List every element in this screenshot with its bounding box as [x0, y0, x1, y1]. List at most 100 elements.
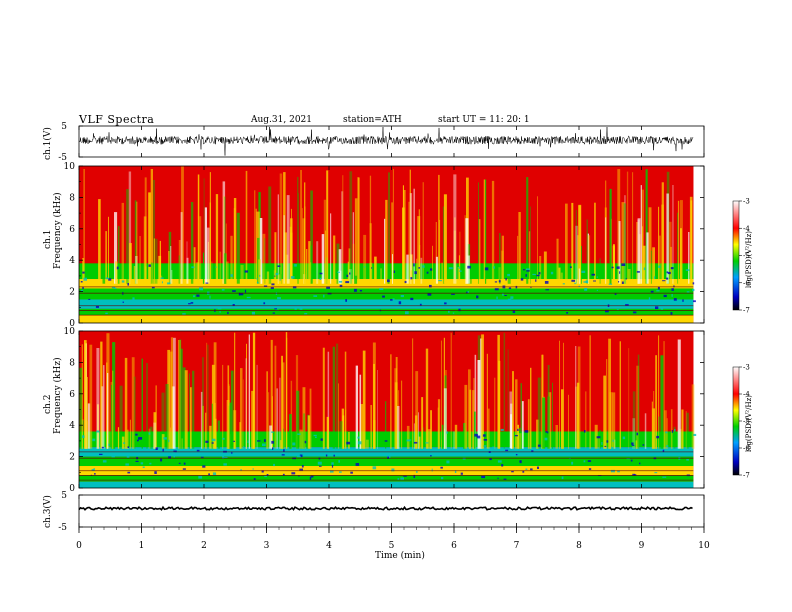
- spectrogram-speckle: [625, 278, 627, 280]
- spectrogram-streak: [606, 359, 608, 449]
- spectrogram-speckle: [233, 440, 235, 442]
- spectrogram-streak: [576, 382, 580, 449]
- y-tick-label: 10: [64, 162, 76, 172]
- spectrogram-streak: [107, 373, 109, 449]
- spectrogram-speckle: [337, 271, 340, 273]
- spectrogram-streak: [575, 225, 578, 284]
- spectrogram-streak: [154, 238, 158, 284]
- spectrogram-streak: [560, 272, 563, 284]
- spectrogram-speckle: [530, 468, 533, 471]
- spectrogram-streak: [589, 335, 591, 449]
- spectrogram-streak: [465, 218, 469, 284]
- spectrogram-streak: [670, 246, 672, 284]
- spectrogram-speckle: [482, 434, 486, 437]
- spectrogram-streak: [561, 389, 564, 449]
- spectrogram-speckle: [205, 282, 209, 284]
- spectrogram-streak: [326, 416, 329, 449]
- spectrogram-streak: [150, 169, 153, 284]
- spectrogram-streak: [530, 206, 531, 284]
- spectrogram-streak: [586, 219, 588, 284]
- spectrogram-speckle: [483, 439, 488, 441]
- x-tick-label: 0: [76, 541, 82, 551]
- spectrogram-speckle: [339, 471, 342, 473]
- spectrogram-speckle: [685, 269, 690, 271]
- spectrogram-speckle: [596, 276, 598, 278]
- spectrogram-speckle: [299, 468, 303, 471]
- spectrogram-speckle: [240, 469, 242, 471]
- spectrogram-streak: [299, 435, 303, 449]
- spectrogram-streak: [354, 198, 358, 284]
- spectrogram-band: [79, 288, 694, 300]
- spectrogram-streak: [397, 406, 400, 449]
- spectrogram-speckle: [338, 280, 343, 283]
- spectrogram-speckle: [631, 442, 634, 445]
- spectrogram-streak: [632, 418, 636, 449]
- spectrogram-streak: [338, 383, 339, 449]
- spectrogram-streak: [150, 262, 153, 284]
- spectrogram-streak: [245, 170, 248, 284]
- chart-title: VLF Spectra: [79, 113, 155, 126]
- spectrogram-streak: [636, 222, 639, 284]
- spectrogram-streak: [336, 243, 340, 284]
- spectrogram-streak: [547, 365, 550, 449]
- spectrogram-streak: [512, 371, 514, 449]
- spectrogram-streak: [233, 198, 237, 284]
- spectrogram-streak: [193, 247, 196, 284]
- spectrogram-speckle: [494, 288, 499, 291]
- spectrogram-speckle: [510, 296, 514, 299]
- spectrogram-streak: [686, 412, 689, 449]
- colorbar-scale: [732, 200, 740, 311]
- spectrogram-speckle: [507, 273, 510, 277]
- spectrogram-streak: [369, 262, 373, 284]
- spectrogram-speckle: [632, 473, 636, 476]
- spectrogram-streak: [155, 385, 157, 449]
- spectrogram-speckle: [690, 450, 692, 452]
- spectrogram-streak: [392, 168, 394, 284]
- spectrogram-speckle: [656, 290, 660, 292]
- spectrogram-streak: [240, 368, 243, 449]
- spectrogram-speckle: [601, 442, 603, 445]
- spectrogram-speckle: [484, 267, 489, 271]
- spectrogram-speckle: [500, 428, 504, 431]
- spectrogram-speckle: [418, 267, 420, 269]
- spectrogram-speckle: [96, 454, 100, 456]
- spectrogram-speckle: [305, 451, 308, 454]
- spectrogram-speckle: [127, 446, 129, 448]
- spectrogram-speckle: [272, 447, 274, 450]
- spectrogram-streak: [190, 387, 192, 449]
- spectrogram-speckle: [517, 428, 519, 431]
- spectrogram-streak: [520, 383, 522, 449]
- spectrogram-speckle: [233, 306, 235, 309]
- spectrogram-speckle: [566, 312, 569, 314]
- spectrogram-speckle: [444, 302, 447, 305]
- spectrogram-speckle: [505, 303, 507, 305]
- spectrogram-speckle: [467, 291, 469, 293]
- spectrogram-speckle: [524, 430, 529, 433]
- spectrogram-speckle: [614, 293, 617, 295]
- spectrogram-streak: [655, 355, 657, 449]
- spectrogram-speckle: [636, 432, 639, 436]
- spectrogram-speckle: [571, 461, 574, 465]
- spectrogram-speckle: [211, 442, 214, 444]
- spectrogram-streak: [435, 222, 437, 284]
- start-time-label: start UT = 11: 20: 1: [438, 115, 530, 125]
- spectrogram-streak: [443, 388, 447, 449]
- spectrogram-speckle: [299, 307, 303, 310]
- spectrogram-speckle: [319, 272, 323, 275]
- spectrogram-speckle: [271, 440, 274, 444]
- spectrogram-streak: [286, 337, 288, 449]
- spectrogram-speckle: [111, 456, 115, 458]
- spectrogram-speckle: [127, 471, 131, 474]
- ch1-waveform-panel: 5 -5: [58, 122, 705, 163]
- spectrogram-streak: [226, 400, 230, 449]
- spectrogram-speckle: [313, 434, 317, 437]
- spectrogram-streak: [660, 355, 664, 449]
- spectrogram-streak: [146, 363, 148, 449]
- spectrogram-speckle: [125, 463, 129, 466]
- spectrogram-speckle: [274, 449, 277, 452]
- y-tick-label: -5: [58, 153, 67, 163]
- spectrogram-speckle: [231, 451, 233, 454]
- spectrogram-streak: [510, 403, 513, 449]
- spectrogram-streak: [304, 182, 306, 284]
- spectrogram-streak: [413, 188, 415, 284]
